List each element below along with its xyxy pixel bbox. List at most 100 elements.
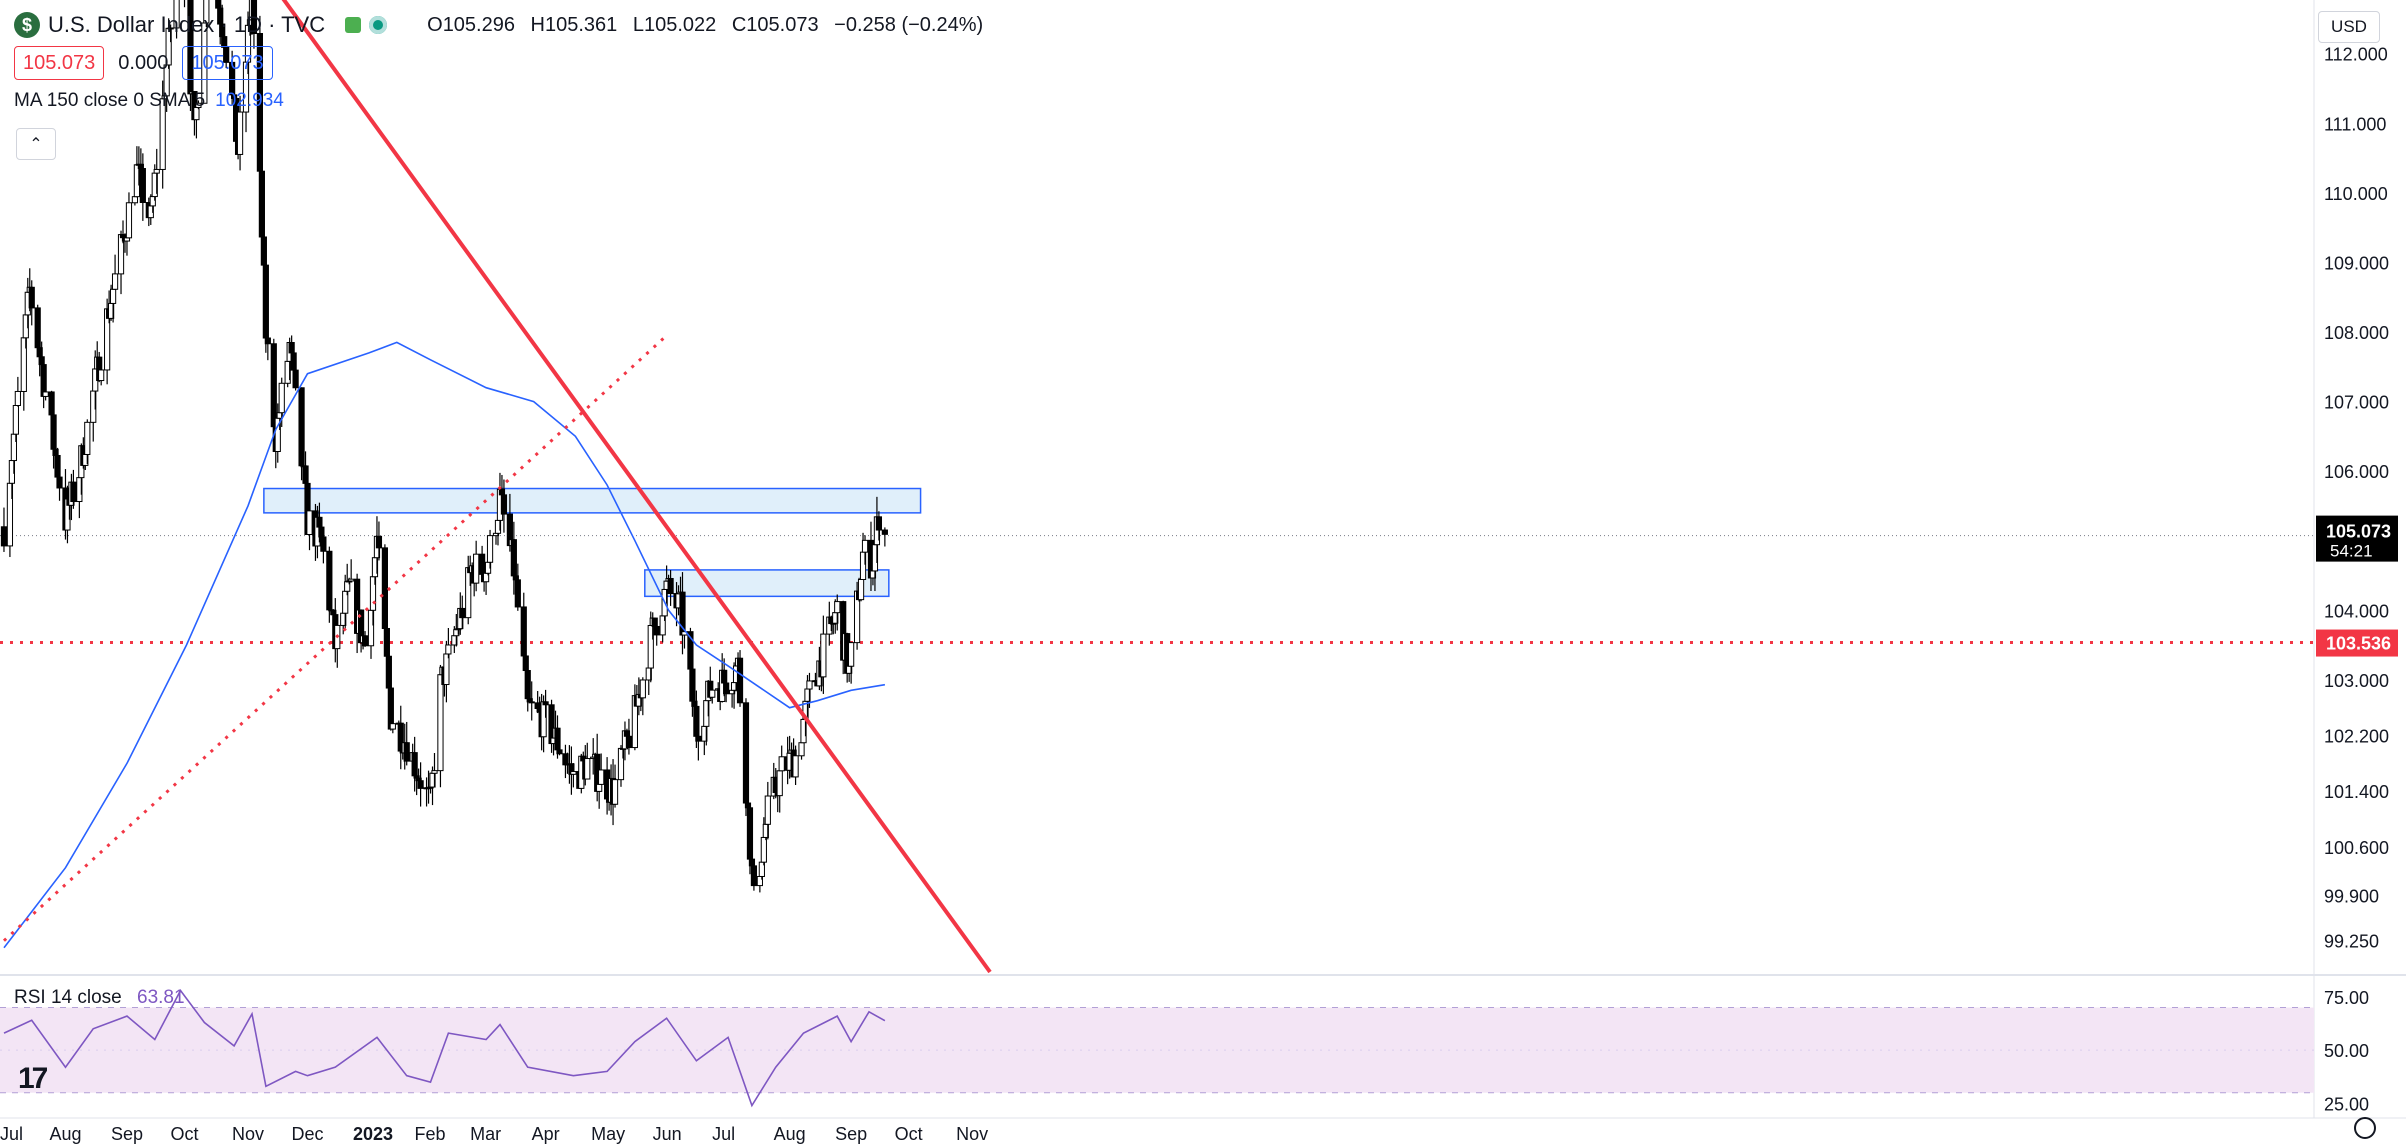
candle-body	[292, 369, 299, 389]
uptrend-dotted-line	[2, 334, 668, 942]
time-tick-label: Sep	[111, 1124, 143, 1144]
candle-body	[651, 617, 658, 627]
ma-indicator-label[interactable]: MA 150 close 0 SMA 5	[14, 90, 206, 111]
candle-body	[431, 770, 438, 774]
symbol-title[interactable]: U.S. Dollar Index · 1D · TVC	[48, 12, 326, 37]
low-label: L	[632, 14, 644, 36]
buy-price-box[interactable]: 105.073	[182, 46, 273, 80]
candle-body	[153, 168, 160, 174]
candle-body	[389, 723, 396, 730]
candle-body	[473, 553, 480, 584]
candle-body	[514, 579, 521, 608]
rsi-tick-label: 75.00	[2324, 988, 2369, 1008]
spread-value: 0.000	[118, 52, 169, 74]
candle-body	[806, 680, 813, 690]
candle-body	[639, 679, 646, 699]
candle-body	[258, 170, 265, 238]
candle-body	[653, 625, 660, 636]
rsi-indicator-label[interactable]: RSI 14 close	[14, 987, 122, 1008]
candle-body	[760, 836, 767, 863]
candle-body	[881, 529, 888, 535]
countdown-label: 54:21	[2330, 542, 2373, 561]
downtrend-line	[281, 0, 992, 974]
candle-body	[42, 391, 49, 397]
candle-body	[798, 742, 805, 757]
candle-body	[56, 476, 63, 489]
candle-body	[598, 769, 605, 785]
sell-price-box[interactable]: 105.073	[14, 46, 105, 80]
candle-body	[361, 635, 369, 647]
rsi-tick-label: 50.00	[2324, 1041, 2369, 1061]
dollar-icon: $	[14, 12, 40, 38]
candle-body	[479, 553, 486, 575]
time-tick-label: Jul	[712, 1124, 735, 1144]
candle-body	[861, 539, 869, 553]
candle-body	[236, 111, 244, 155]
candle-body	[173, 0, 180, 29]
candle-body	[736, 657, 744, 704]
price-tick-label: 100.600	[2324, 838, 2389, 858]
candle-body	[385, 655, 392, 689]
high-label: H	[530, 14, 545, 36]
candle-body	[84, 421, 91, 455]
collapse-legend-button[interactable]: ⌃	[16, 128, 56, 160]
time-tick-label: Oct	[895, 1124, 923, 1144]
candle-body	[98, 369, 105, 382]
candle-body	[417, 780, 424, 789]
price-tick-label: 103.000	[2324, 671, 2389, 691]
candle-body	[625, 735, 633, 749]
candle-body	[403, 742, 410, 762]
close-label: C	[731, 14, 747, 36]
candle-body	[556, 749, 563, 755]
level-price-label: 103.536	[2326, 634, 2391, 654]
close-value: 105.073	[746, 14, 819, 36]
open-label: O	[427, 14, 443, 36]
candle-body	[250, 0, 258, 35]
price-tick-label: 102.200	[2324, 726, 2389, 746]
price-tick-label: 101.400	[2324, 782, 2389, 802]
price-tick-label: 104.000	[2324, 601, 2389, 621]
candle-body	[264, 337, 271, 345]
live-dot-icon	[369, 16, 388, 34]
candle-body	[834, 601, 841, 614]
candle-body	[857, 579, 865, 601]
currency-selector[interactable]: USD	[2318, 11, 2380, 43]
time-tick-label: Dec	[292, 1124, 324, 1144]
candle-body	[695, 735, 702, 742]
current-price-label-bg	[2316, 515, 2398, 562]
candle-body	[109, 288, 117, 304]
candle-body	[306, 510, 313, 535]
candle-body	[50, 414, 57, 450]
candle-body	[167, 27, 174, 30]
candle-body	[298, 387, 305, 467]
candle-body	[0, 526, 8, 547]
change-value: −0.258 (−0.24%)	[834, 14, 984, 36]
candle-body	[125, 202, 133, 239]
candle-body	[520, 606, 527, 657]
low-value: 105.022	[643, 14, 717, 36]
candle-body	[320, 536, 327, 552]
time-tick-label: Jul	[0, 1124, 23, 1144]
candle-body	[875, 516, 883, 531]
rsi-band	[0, 1007, 2314, 1093]
high-value: 105.361	[545, 14, 618, 36]
market-open-icon	[345, 17, 362, 33]
time-tick-label: Apr	[532, 1124, 560, 1144]
price-tick-label: 111.000	[2324, 114, 2386, 134]
candles-group	[0, 0, 888, 893]
settings-icon[interactable]	[2354, 1117, 2376, 1139]
time-tick-label: Feb	[415, 1124, 446, 1144]
tradingview-logo-icon[interactable]: 17	[18, 1062, 48, 1095]
time-tick-label: May	[591, 1124, 625, 1144]
candle-body	[375, 535, 383, 549]
candle-body	[596, 783, 603, 792]
resistance-zone-1	[263, 487, 922, 514]
candle-body	[611, 779, 619, 805]
current-price-label: 105.073	[2326, 522, 2391, 542]
time-tick-label: Mar	[470, 1124, 501, 1144]
candle-body	[528, 701, 535, 704]
candle-body	[792, 755, 799, 778]
candle-body	[290, 352, 297, 371]
candle-body	[750, 865, 758, 887]
